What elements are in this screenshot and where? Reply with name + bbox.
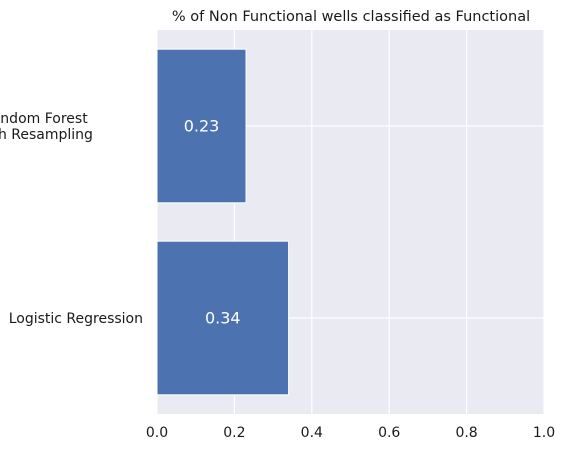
x-tick-label-3: 0.6 (378, 425, 400, 441)
y-tick-label-line: Random Forest (0, 111, 88, 127)
x-tick-label-2: 0.4 (301, 425, 323, 441)
x-axis-ticks: 0.0 0.2 0.4 0.6 0.8 1.0 (146, 425, 555, 441)
bar-value-label-1: 0.23 (184, 117, 220, 136)
y-axis-ticks: Logistic Regression Random Forestwith Res… (0, 111, 143, 327)
x-tick-label-1: 0.2 (223, 425, 245, 441)
x-tick-label-4: 0.8 (455, 425, 477, 441)
y-tick-label-line: Logistic Regression (9, 311, 143, 327)
x-tick-label-0: 0.0 (146, 425, 168, 441)
y-tick-label-line: with Resampling (0, 127, 93, 143)
bar-value-label-0: 0.34 (205, 309, 241, 328)
y-tick-label-0: Logistic Regression (9, 311, 143, 327)
x-tick-label-5: 1.0 (533, 425, 555, 441)
chart-title: % of Non Functional wells classified as … (172, 9, 530, 25)
y-tick-label-1: Random Forestwith Resampling (0, 111, 93, 143)
